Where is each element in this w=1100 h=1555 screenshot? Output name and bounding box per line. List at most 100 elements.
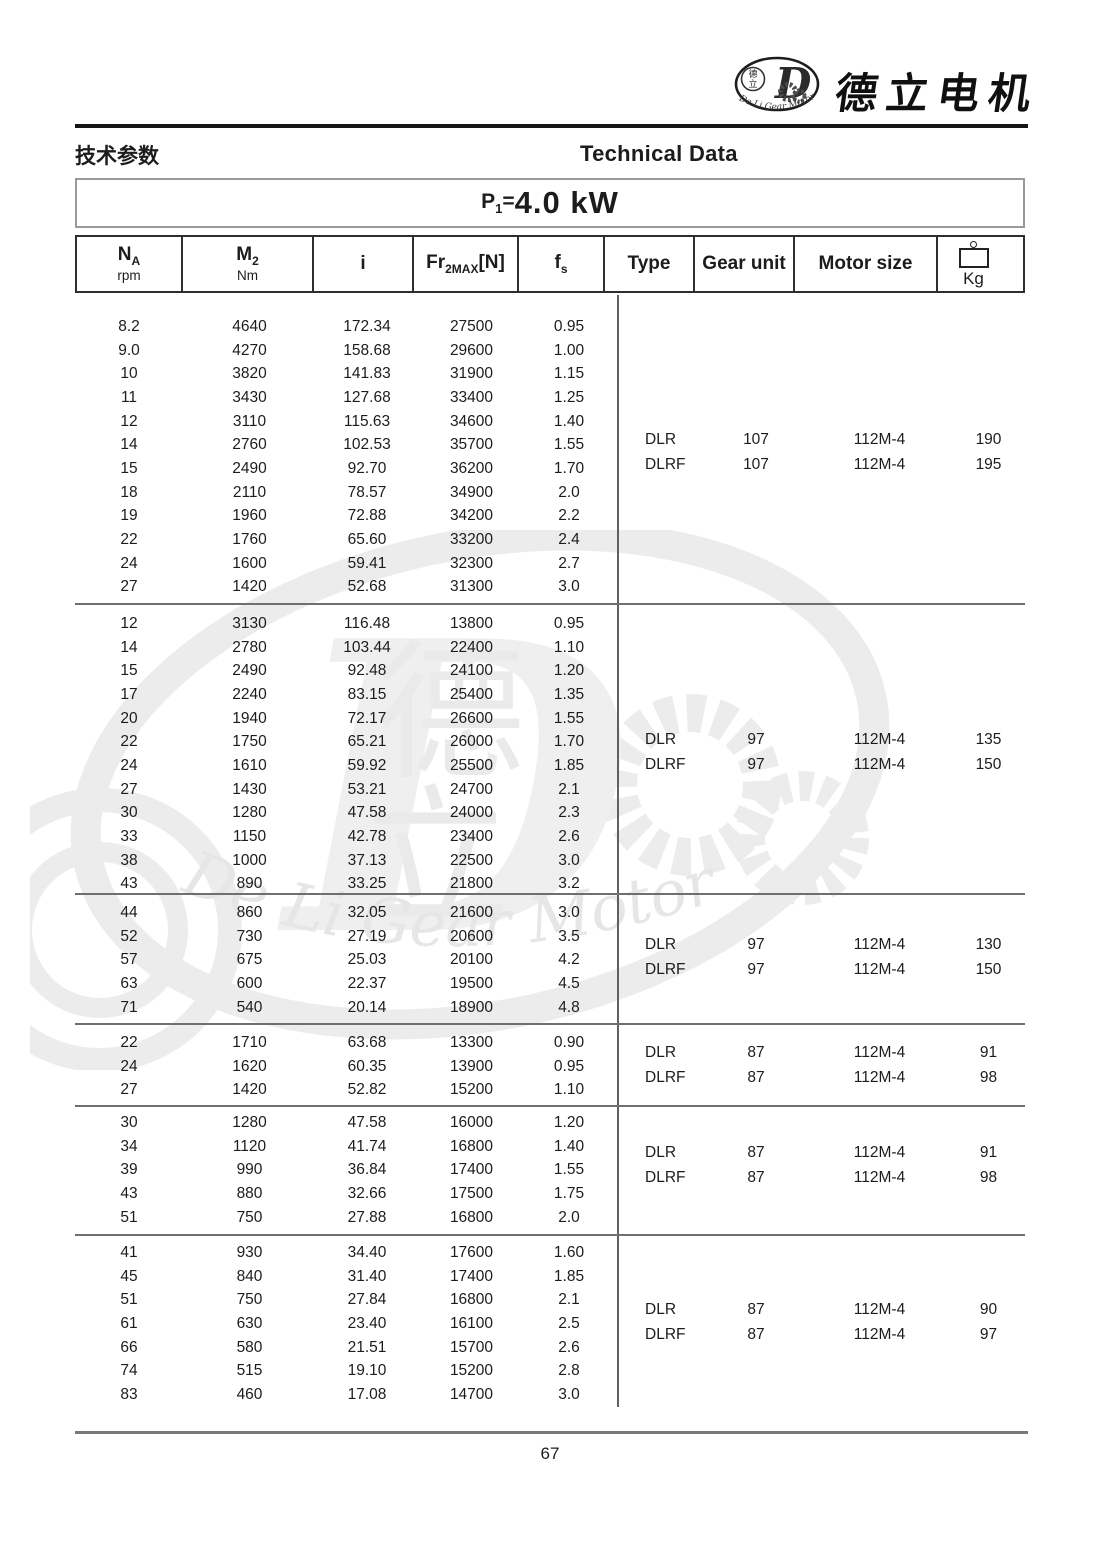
ratio-i-value: 102.53 — [343, 436, 391, 454]
variant-block: DLR 87 112M-4 91 DLRF 87 112M-4 98 — [617, 1140, 1025, 1190]
gear-unit-value: 87 — [747, 1168, 765, 1186]
na-rpm-value: 41 — [120, 1243, 138, 1261]
m2-nm-value: 730 — [236, 927, 263, 945]
fs-value: 3.0 — [558, 903, 580, 921]
m2-nm-value: 2240 — [232, 685, 267, 703]
na-rpm-value: 51 — [120, 1208, 138, 1226]
fr2max-value: 32300 — [449, 554, 494, 572]
fr2max-value: 13300 — [449, 1033, 494, 1051]
power-title-box: P1= 4.0 kW — [75, 178, 1025, 228]
brand-name-cn: 德立电机 — [832, 69, 1044, 118]
motor-size-value: 112M-4 — [853, 935, 906, 953]
fs-value: 1.25 — [553, 388, 585, 406]
m2-nm-value: 840 — [236, 1267, 263, 1285]
ratio-i-value: 27.84 — [347, 1291, 387, 1309]
variant-row: DLR 97 112M-4 135 — [617, 727, 1025, 752]
data-row: 11 3430 127.68 33400 1.25 — [75, 386, 1025, 410]
fr2max-value: 22500 — [449, 851, 494, 869]
type-value: DLRF — [645, 1068, 686, 1086]
na-rpm-value: 63 — [120, 974, 138, 992]
fs-value: 4.8 — [558, 998, 580, 1016]
ratio-i-value: 32.05 — [347, 903, 387, 921]
na-rpm-value: 27 — [120, 1081, 138, 1099]
variant-row: DLRF 87 112M-4 98 — [617, 1165, 1025, 1190]
fr2max-value: 17500 — [449, 1184, 494, 1202]
ratio-i-value: 92.70 — [347, 459, 387, 477]
power-value: 4.0 kW — [514, 185, 619, 220]
kg-value: 150 — [975, 960, 1002, 978]
fr2max-value: 16800 — [449, 1208, 494, 1226]
data-row: 61 630 23.40 16100 2.5 — [75, 1312, 1025, 1336]
kg-value: 91 — [979, 1043, 998, 1061]
fr2max-value: 31300 — [449, 578, 494, 596]
ratio-i-value: 83.15 — [347, 685, 387, 703]
ratio-i-value: 22.37 — [347, 974, 387, 992]
m2-nm-value: 890 — [236, 875, 263, 893]
na-rpm-value: 8.2 — [118, 317, 140, 335]
ratio-i-value: 60.35 — [347, 1057, 387, 1075]
m2-nm-value: 3130 — [232, 614, 267, 632]
na-rpm-value: 14 — [120, 638, 138, 656]
data-row: 66 580 21.51 15700 2.6 — [75, 1336, 1025, 1360]
ratio-i-value: 32.66 — [347, 1184, 387, 1202]
ratio-i-value: 47.58 — [347, 1113, 387, 1131]
na-rpm-value: 52 — [120, 927, 138, 945]
motor-size-value: 112M-4 — [853, 455, 906, 473]
kg-value: 90 — [979, 1300, 998, 1318]
motor-size-value: 112M-4 — [853, 730, 906, 748]
data-row: 74 515 19.10 15200 2.8 — [75, 1359, 1025, 1383]
na-rpm-value: 17 — [120, 685, 138, 703]
data-row: 27 1430 53.21 24700 2.1 — [75, 778, 1025, 802]
data-row: 38 1000 37.13 22500 3.0 — [75, 849, 1025, 873]
motor-size-value: 112M-4 — [853, 960, 906, 978]
fr2max-value: 26600 — [449, 709, 494, 727]
ratio-i-value: 72.88 — [347, 507, 387, 525]
col-header-ratio: i — [314, 237, 414, 291]
data-row: 14 2780 103.44 22400 1.10 — [75, 636, 1025, 660]
gear-unit-value: 87 — [747, 1325, 765, 1343]
na-rpm-value: 66 — [120, 1338, 138, 1356]
kg-value: 98 — [979, 1168, 998, 1186]
page-number: 67 — [540, 1444, 560, 1463]
kg-value: 190 — [975, 430, 1002, 448]
ratio-i-value: 53.21 — [347, 780, 387, 798]
fr2max-value: 15200 — [449, 1362, 494, 1380]
type-value: DLRF — [645, 1325, 686, 1343]
fr2max-value: 19500 — [449, 974, 494, 992]
data-row: 45 840 31.40 17400 1.85 — [75, 1265, 1025, 1289]
type-value: DLR — [645, 730, 677, 748]
fr2max-value: 24100 — [449, 662, 494, 680]
kg-value: 97 — [979, 1325, 998, 1343]
ratio-i-value: 92.48 — [347, 662, 387, 680]
fs-value: 2.0 — [558, 483, 580, 501]
fr2max-value: 27500 — [449, 317, 494, 335]
m2-nm-value: 1420 — [232, 578, 267, 596]
type-value: DLRF — [645, 455, 686, 473]
ratio-i-value: 65.21 — [347, 733, 387, 751]
m2-nm-value: 2490 — [232, 662, 267, 680]
fs-value: 2.4 — [558, 531, 580, 549]
fs-value: 1.70 — [553, 733, 585, 751]
fr2max-value: 20600 — [449, 927, 494, 945]
na-rpm-value: 24 — [120, 1057, 138, 1075]
col-header-weight: Kg — [938, 237, 1009, 291]
m2-nm-value: 630 — [236, 1314, 263, 1332]
m2-nm-value: 860 — [236, 903, 263, 921]
variant-row: DLRF 87 112M-4 98 — [617, 1065, 1025, 1090]
m2-nm-value: 1120 — [232, 1137, 267, 1155]
weight-icon — [958, 240, 989, 268]
m2-nm-value: 675 — [236, 951, 263, 969]
table-section-4: 22 1710 63.68 13300 0.90 24 1620 60.35 13900 0.95… — [75, 1025, 1025, 1107]
fs-value: 1.55 — [553, 1161, 585, 1179]
m2-nm-value: 1150 — [232, 828, 267, 846]
fs-value: 1.15 — [553, 365, 585, 383]
fr2max-value: 33200 — [449, 531, 494, 549]
fs-value: 2.1 — [558, 780, 580, 798]
m2-nm-value: 930 — [236, 1243, 263, 1261]
m2-nm-value: 1750 — [232, 733, 267, 751]
type-value: DLR — [645, 1043, 677, 1061]
motor-size-value: 112M-4 — [853, 1043, 906, 1061]
ratio-i-value: 52.68 — [347, 578, 387, 596]
data-row: 44 860 32.05 21600 3.0 — [75, 901, 1025, 925]
variant-row: DLR 97 112M-4 130 — [617, 932, 1025, 957]
